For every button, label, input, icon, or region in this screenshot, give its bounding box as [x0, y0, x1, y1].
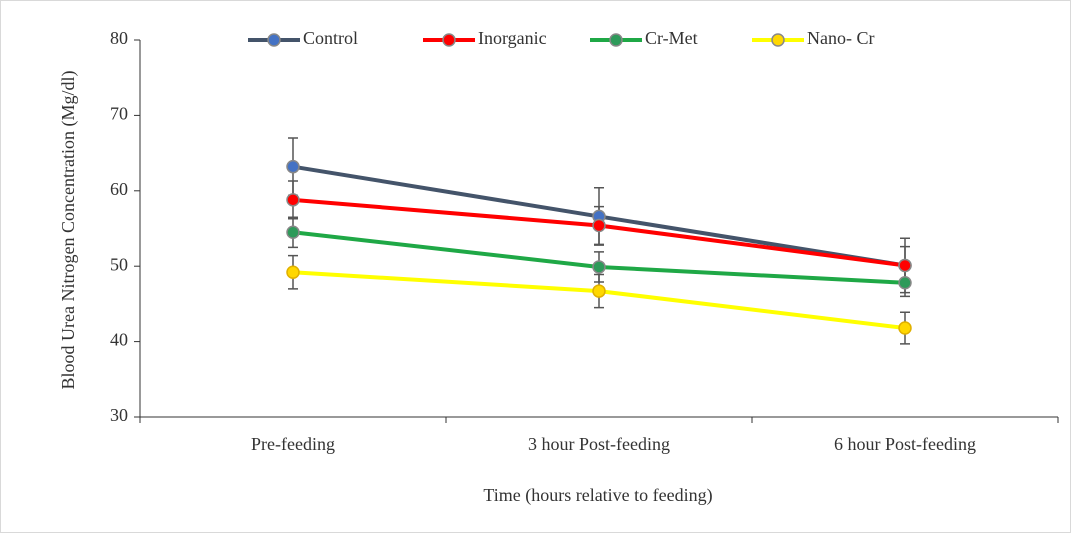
data-point: [592, 260, 606, 274]
legend-marker: [267, 33, 281, 47]
data-point: [898, 258, 912, 273]
data-point: [286, 225, 300, 240]
data-point: [286, 193, 300, 207]
legend-label: Inorganic: [478, 28, 547, 48]
legend-label: Cr-Met: [645, 28, 698, 48]
data-point: [286, 265, 300, 279]
legend-marker: [609, 33, 623, 47]
y-tick-label: 70: [110, 104, 128, 124]
x-tick-label: Pre-feeding: [251, 434, 335, 454]
y-tick-label: 40: [110, 330, 128, 350]
x-axis-title: Time (hours relative to feeding): [483, 485, 712, 506]
x-tick-label: 3 hour Post-feeding: [528, 434, 670, 454]
data-point: [898, 321, 912, 335]
data-point: [592, 218, 606, 233]
y-axis-title: Blood Urea Nitrogen Concentration (Mg/dl…: [58, 71, 79, 390]
y-tick-label: 60: [110, 179, 128, 199]
y-tick-label: 80: [110, 28, 128, 48]
legend-marker: [442, 33, 456, 47]
data-point: [898, 276, 912, 290]
x-tick-label: 6 hour Post-feeding: [834, 434, 976, 454]
data-point: [286, 159, 300, 174]
data-point: [592, 284, 606, 298]
legend-label: Nano- Cr: [807, 28, 874, 48]
legend-label: Control: [303, 28, 358, 48]
y-tick-label: 30: [110, 405, 128, 425]
legend-marker: [771, 33, 785, 47]
y-tick-label: 50: [110, 254, 128, 274]
